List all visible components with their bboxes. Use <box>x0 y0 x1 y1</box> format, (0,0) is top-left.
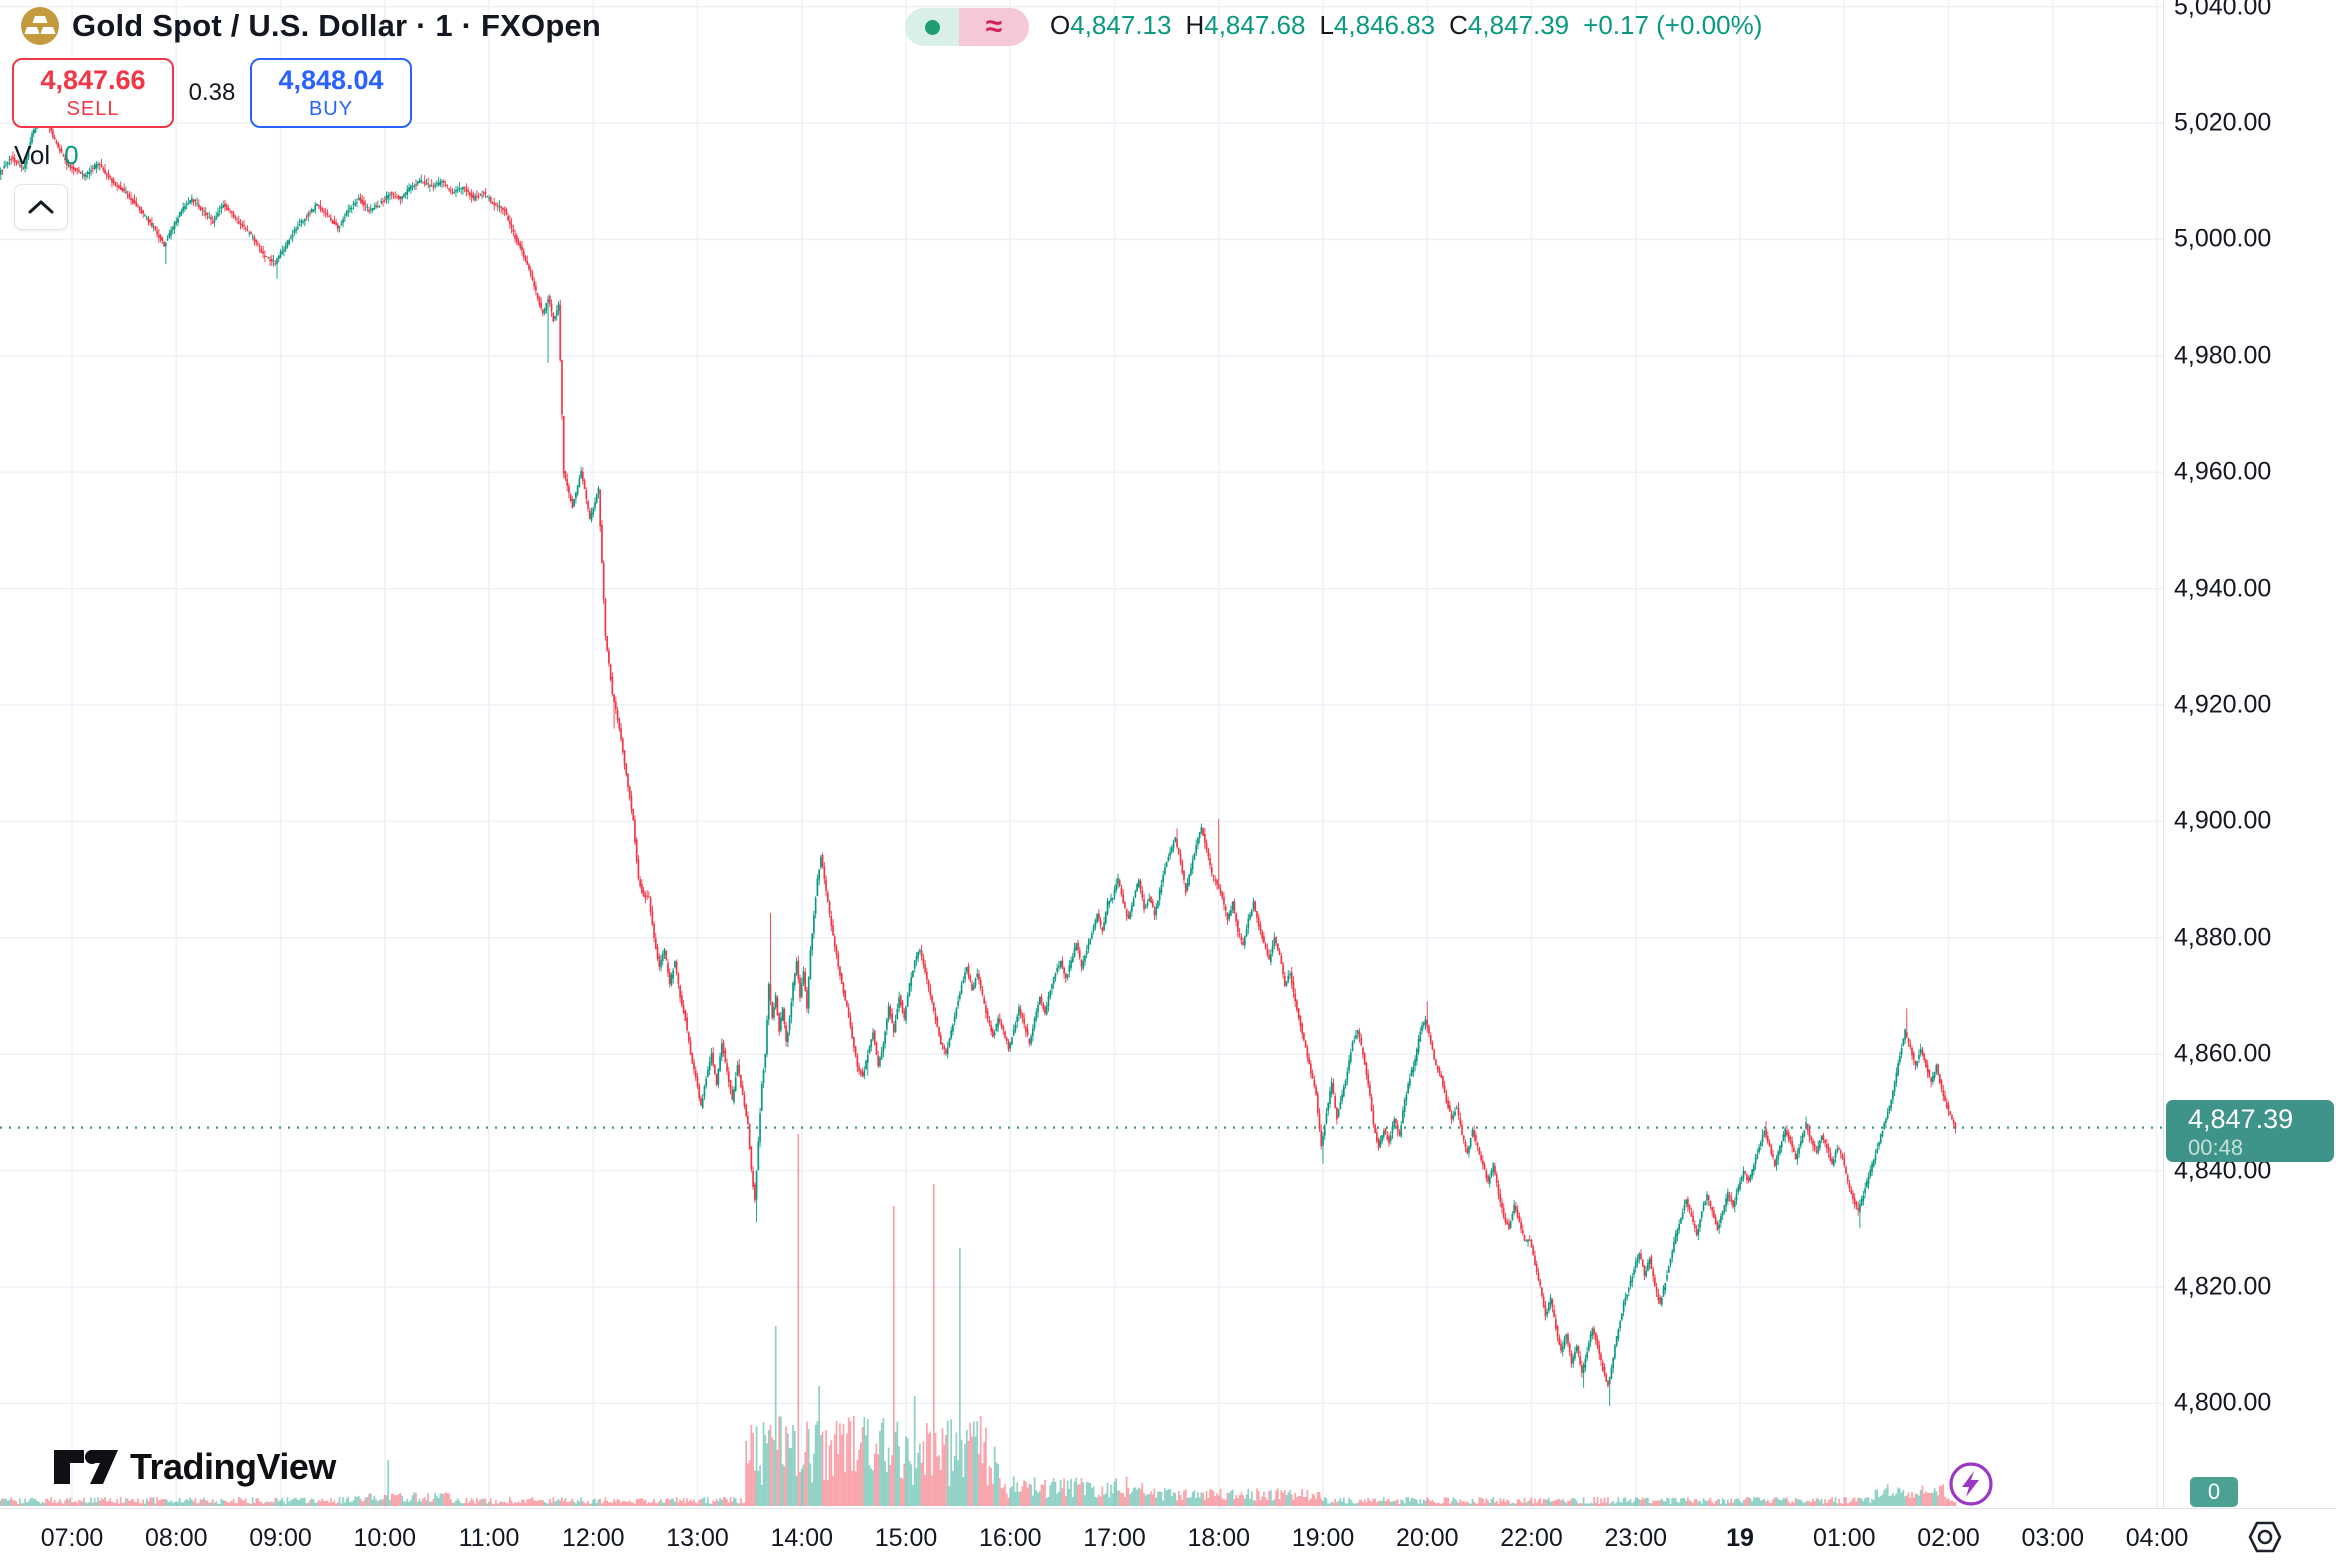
time-tick-label: 16:00 <box>978 1524 1042 1552</box>
time-tick-label: 12:00 <box>561 1524 625 1552</box>
price-tick-label: 4,960.00 <box>2174 457 2272 486</box>
gold-coin-icon <box>21 7 59 45</box>
time-tick-label: 23:00 <box>1604 1524 1668 1552</box>
price-tick-label: 5,020.00 <box>2174 108 2272 137</box>
price-tick-label: 4,860.00 <box>2174 1039 2272 1068</box>
symbol-legend[interactable]: Gold Spot / U.S. Dollar · 1 · FXOpen <box>20 6 601 46</box>
price-tick-label: 5,040.00 <box>2174 0 2272 21</box>
last-price-badge[interactable]: 4,847.39 00:48 <box>2166 1099 2334 1162</box>
volume-legend[interactable]: Vol 0 <box>14 140 79 171</box>
price-tick-label: 4,940.00 <box>2174 574 2272 603</box>
time-tick-label: 15:00 <box>874 1524 938 1552</box>
time-tick-label: 07:00 <box>40 1524 104 1552</box>
time-tick-label: 13:00 <box>666 1524 729 1552</box>
volume-axis-badge: 0 <box>2190 1477 2238 1507</box>
time-tick-label: 20:00 <box>1395 1524 1459 1552</box>
sell-label: SELL <box>66 97 120 120</box>
time-tick-label: 19:00 <box>1291 1524 1355 1552</box>
buy-label: BUY <box>308 97 354 120</box>
instant-order-button[interactable] <box>1948 1461 1994 1507</box>
high-label: H <box>1185 10 1205 40</box>
change-value: +0.17 (+0.00%) <box>1583 10 1763 40</box>
open-value: 4,847.13 <box>1070 10 1172 40</box>
delayed-data-pill: ≈ <box>959 8 1029 46</box>
time-tick-label: 11:00 <box>458 1524 520 1552</box>
time-tick-label: 08:00 <box>144 1524 208 1552</box>
chevron-up-icon <box>28 200 54 214</box>
time-tick-label: 04:00 <box>2125 1524 2189 1552</box>
tradingview-logo-text: TradingView <box>130 1446 336 1487</box>
grid-lines <box>0 0 2163 1508</box>
gear-icon <box>2248 1521 2282 1553</box>
ohlc-readout: O4,847.13 H4,847.68 L4,846.83 C4,847.39 +0.1… <box>1050 10 1762 41</box>
price-tick-label: 4,800.00 <box>2174 1388 2272 1417</box>
bar-countdown: 00:48 <box>2188 1134 2244 1160</box>
price-tick-label: 5,000.00 <box>2174 224 2272 253</box>
market-open-dot-icon <box>924 19 940 35</box>
time-tick-label: 22:00 <box>1500 1524 1563 1552</box>
close-value: 4,847.39 <box>1467 10 1570 40</box>
tradingview-logo[interactable]: TradingView <box>54 1446 336 1488</box>
time-tick-label: 01:00 <box>1812 1524 1876 1552</box>
buy-price: 4,848.04 <box>278 65 384 96</box>
buy-button[interactable]: 4,848.04 BUY <box>250 58 412 128</box>
price-tick-label: 4,880.00 <box>2174 923 2272 952</box>
time-tick-label: 17:00 <box>1083 1524 1146 1552</box>
approx-icon: ≈ <box>985 10 1003 43</box>
time-axis-separator[interactable] <box>0 1508 2336 1509</box>
last-price-value: 4,847.39 <box>2188 1103 2294 1134</box>
price-tick-label: 4,900.00 <box>2174 806 2272 835</box>
open-label: O <box>1050 10 1071 40</box>
time-tick-label: 10:00 <box>353 1524 417 1552</box>
time-tick-label: 09:00 <box>249 1524 312 1552</box>
candle-series <box>0 91 1957 1407</box>
low-label: L <box>1319 10 1334 40</box>
spread-value: 0.38 <box>188 79 236 106</box>
high-value: 4,847.68 <box>1204 10 1306 40</box>
tradingview-logo-icon <box>54 1450 118 1484</box>
price-tick-label: 4,920.00 <box>2174 690 2272 719</box>
sell-price: 4,847.66 <box>40 65 146 96</box>
low-value: 4,846.83 <box>1333 10 1436 40</box>
close-label: C <box>1449 10 1468 40</box>
volume-bars <box>0 1134 1957 1506</box>
price-axis-separator[interactable] <box>2163 0 2164 1508</box>
price-tick-label: 4,980.00 <box>2174 341 2272 370</box>
time-tick-label: 03:00 <box>2021 1524 2085 1552</box>
symbol-title: Gold Spot / U.S. Dollar · 1 · FXOpen <box>72 8 602 43</box>
price-tick-label: 4,820.00 <box>2174 1272 2272 1301</box>
axis-settings-button[interactable] <box>2246 1518 2284 1556</box>
symbol-status-pills[interactable]: ≈ <box>905 8 1029 46</box>
market-open-pill <box>905 8 959 46</box>
volume-label: Vol <box>14 140 51 170</box>
sell-button[interactable]: 4,847.66 SELL <box>12 58 174 128</box>
time-tick-label: 18:00 <box>1187 1524 1251 1552</box>
time-tick-label: 14:00 <box>770 1524 834 1552</box>
time-tick-label: 02:00 <box>1917 1524 1980 1552</box>
lightning-bolt-icon <box>1949 1462 1993 1506</box>
collapse-legend-button[interactable] <box>14 184 68 230</box>
volume-value: 0 <box>64 140 79 170</box>
trade-widget: 4,847.66 SELL 0.38 4,848.04 BUY <box>12 58 412 128</box>
time-tick-label: 19 <box>1726 1524 1754 1552</box>
